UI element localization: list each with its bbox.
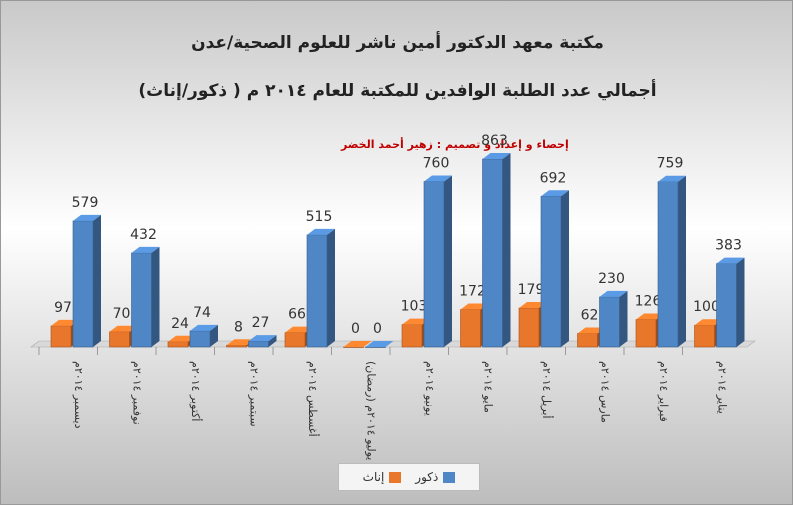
data-label-male: 383 (715, 238, 742, 254)
data-label-female: 97 (54, 300, 72, 316)
data-label-female: 24 (171, 316, 189, 332)
legend-label-male: ذكور (415, 470, 439, 484)
bar-male (248, 335, 277, 348)
data-label-female: 179 (518, 282, 545, 298)
data-label-female: 126 (635, 294, 662, 310)
data-label-male: 760 (423, 155, 450, 171)
bar-male (189, 324, 218, 348)
data-label-female: 172 (459, 284, 486, 300)
x-tick-label: أبريل ٢٠١٤م (540, 361, 554, 419)
data-label-male: 74 (193, 305, 211, 321)
x-tick-label: يناير ٢٠١٤م (716, 361, 729, 414)
data-label-male: 230 (598, 271, 625, 287)
x-tick-label: مارس ٢٠١٤م (599, 361, 612, 423)
data-label-female: 70 (113, 306, 131, 322)
data-label-male: 432 (130, 227, 157, 243)
x-tick-label: ديسمبر ٢٠١٤م (72, 361, 85, 429)
data-label-male: 579 (72, 195, 99, 211)
bar-male (540, 190, 569, 348)
x-tick-label: سبتمبر ٢٠١٤م (248, 361, 261, 427)
data-label-female: 0 (351, 321, 360, 337)
data-label-female: 8 (234, 319, 243, 335)
legend-swatch-male (443, 471, 456, 483)
legend-swatch-female (389, 471, 402, 483)
credit-note: إحصاء و إعداد و تصميم : زهير أحمد الخضر (341, 138, 569, 151)
legend-item-male: ذكور (415, 470, 456, 484)
bar-male (72, 214, 101, 348)
bar-male (599, 290, 628, 348)
chart-title: مكتبة معهد الدكتور أمين ناشر للعلوم الصح… (191, 33, 604, 53)
x-tick-label: أكتوبر ٢٠١٤م (189, 361, 203, 421)
legend-item-female: إناث (363, 470, 402, 484)
legend: ذكور إناث (338, 463, 480, 491)
bar-female (343, 341, 372, 348)
bar-male (716, 257, 745, 348)
x-tick-label: يوليو ٢٠١٤م (رمضان) (365, 361, 378, 460)
x-tick-label: نوفمبر ٢٠١٤م (131, 361, 144, 425)
legend-label-female: إناث (362, 470, 385, 484)
data-label-male: 692 (540, 170, 567, 186)
data-label-female: 66 (288, 307, 306, 323)
bar-male (423, 175, 452, 348)
data-label-male: 759 (657, 156, 684, 172)
data-label-male: 0 (373, 321, 382, 337)
bar-male (657, 175, 686, 348)
x-tick-label: أغسطس ٢٠١٤م (306, 361, 320, 437)
bar-male (482, 153, 511, 348)
x-tick-label: يونيو ٢٠١٤م (423, 361, 436, 416)
x-tick-label: فبراير ٢٠١٤م (657, 361, 670, 422)
bar-male (131, 246, 160, 348)
bar-male (365, 341, 394, 348)
data-label-male: 27 (252, 315, 270, 331)
data-label-male: 515 (306, 209, 333, 225)
data-label-female: 103 (401, 299, 428, 315)
x-tick-label: مايو ٢٠١٤م (482, 361, 495, 413)
data-label-female: 62 (581, 307, 599, 323)
data-label-male: 863 (481, 133, 508, 149)
chart-subtitle: أجمالي عدد الطلبة الوافدين للمكتبة للعام… (138, 81, 657, 101)
data-label-female: 100 (693, 299, 720, 315)
bar-male (306, 228, 335, 348)
